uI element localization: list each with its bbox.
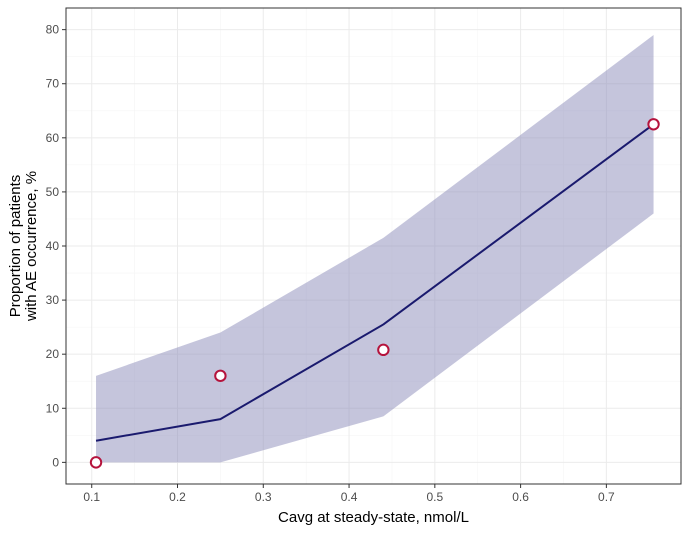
confidence-band [96, 35, 654, 463]
x-tick-label: 0.2 [169, 490, 186, 504]
x-tick-label: 0.4 [341, 490, 358, 504]
band-layer [96, 35, 654, 463]
observed-point [214, 369, 227, 383]
axis-layer: 0 10 20 30 40 50 60 70 80 0.1 0.2 0.3 0.4 0.5 0.6 0.7 [46, 23, 615, 504]
observed-point [377, 343, 390, 357]
y-tick-label: 0 [52, 455, 59, 469]
observed-point [89, 456, 103, 469]
x-axis-title: Cavg at steady-state, nmol/L [278, 509, 469, 526]
y-tick-label: 10 [46, 401, 60, 415]
y-tick-label: 80 [46, 23, 60, 37]
x-tick-label: 0.7 [598, 490, 615, 504]
y-axis-title: Proportion of patients with AE occurrenc… [7, 171, 40, 322]
y-tick-label: 60 [46, 131, 60, 145]
point-layer [89, 118, 660, 469]
y-tick-label: 30 [46, 293, 60, 307]
line-layer [95, 123, 655, 442]
y-tick-label: 20 [46, 347, 60, 361]
y-tick-label: 50 [46, 185, 60, 199]
x-tick-label: 0.6 [512, 490, 529, 504]
observed-point [647, 118, 660, 131]
x-tick-label: 0.3 [255, 490, 272, 504]
y-tick-label: 70 [46, 77, 60, 91]
y-axis-title-line1: Proportion of patients [7, 175, 24, 318]
y-tick-label: 40 [46, 239, 60, 253]
predicted-line [95, 123, 655, 442]
x-tick-label: 0.1 [83, 490, 100, 504]
x-tick-label: 0.5 [426, 490, 443, 504]
y-axis-title-line2: with AE occurrence, % [23, 171, 40, 322]
